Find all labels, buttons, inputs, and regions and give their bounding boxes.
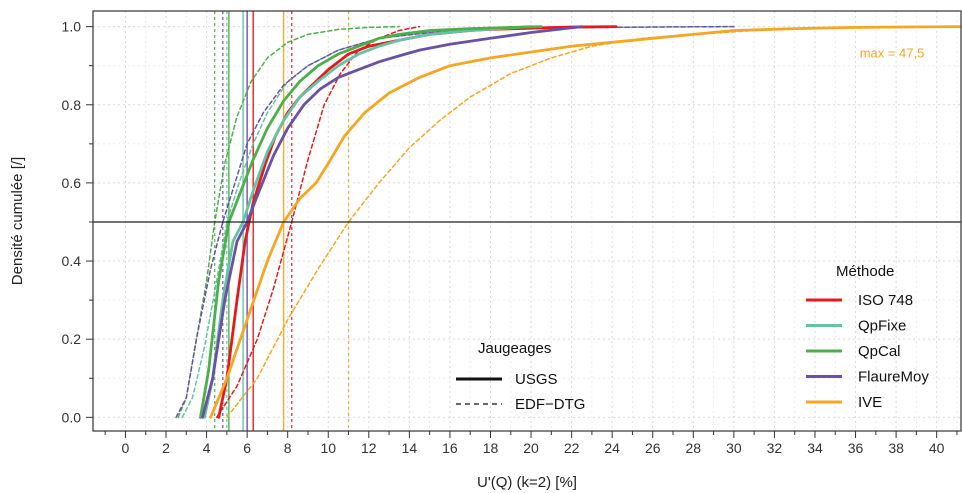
legend-methode-label: ISO 748 <box>858 292 913 309</box>
axes: 0 2 4 6 8 10 12 14 16 18 20 22 24 26 28 30 32 34 36 38 400.0… <box>62 19 958 456</box>
series-line <box>201 25 584 419</box>
x-tick-label: 20 <box>523 440 539 456</box>
x-tick-label: 36 <box>848 440 864 456</box>
x-tick-label: 14 <box>402 440 418 456</box>
series-lines <box>175 25 961 419</box>
max-annotation: max = 47,5 <box>860 45 925 60</box>
y-tick-label: 0.4 <box>62 253 82 269</box>
y-axis-title: Densité cumulée [/] <box>9 157 26 285</box>
legend-methode-label: QpCal <box>858 343 901 360</box>
x-tick-label: 32 <box>767 440 783 456</box>
y-tick-label: 0.2 <box>62 331 82 347</box>
y-tick-label: 0.8 <box>62 97 82 113</box>
series-line <box>209 25 961 419</box>
legend-methode: Méthode ISO 748 QpFixe QpCal FlaureMoy IVE <box>806 263 929 411</box>
legend-jaugeages-title: Jaugeages <box>478 340 551 357</box>
plot-frame <box>92 10 962 432</box>
x-tick-label: 30 <box>726 440 742 456</box>
x-tick-label: 26 <box>645 440 661 456</box>
y-tick-label: 1.0 <box>62 19 82 35</box>
x-tick-label: 18 <box>483 440 499 456</box>
grid <box>93 11 961 431</box>
y-tick-label: 0.0 <box>62 409 82 425</box>
legend-jaugeages: Jaugeages USGS EDF−DTG <box>456 340 585 413</box>
x-tick-label: 40 <box>929 440 945 456</box>
legend-jaugeages-label: USGS <box>515 371 558 388</box>
x-tick-label: 2 <box>162 440 170 456</box>
x-tick-label: 16 <box>442 440 458 456</box>
x-tick-label: 12 <box>361 440 377 456</box>
x-tick-label: 10 <box>320 440 336 456</box>
legend-jaugeages-label: EDF−DTG <box>515 396 585 413</box>
x-tick-label: 6 <box>243 440 251 456</box>
legend-methode-title: Méthode <box>836 263 894 280</box>
x-tick-label: 22 <box>564 440 580 456</box>
x-tick-label: 0 <box>122 440 130 456</box>
y-tick-label: 0.6 <box>62 175 82 191</box>
x-tick-label: 24 <box>604 440 620 456</box>
x-tick-label: 4 <box>203 440 211 456</box>
series-line <box>203 25 533 419</box>
x-tick-label: 28 <box>686 440 702 456</box>
x-axis-title: U'(Q) (k=2) [%] <box>477 474 577 491</box>
legend-methode-label: IVE <box>858 394 882 411</box>
x-tick-label: 38 <box>888 440 904 456</box>
x-tick-label: 34 <box>807 440 823 456</box>
legend-methode-label: FlaureMoy <box>858 369 929 386</box>
x-tick-label: 8 <box>284 440 292 456</box>
legend-methode-label: QpFixe <box>858 318 906 335</box>
series-line <box>199 25 543 419</box>
